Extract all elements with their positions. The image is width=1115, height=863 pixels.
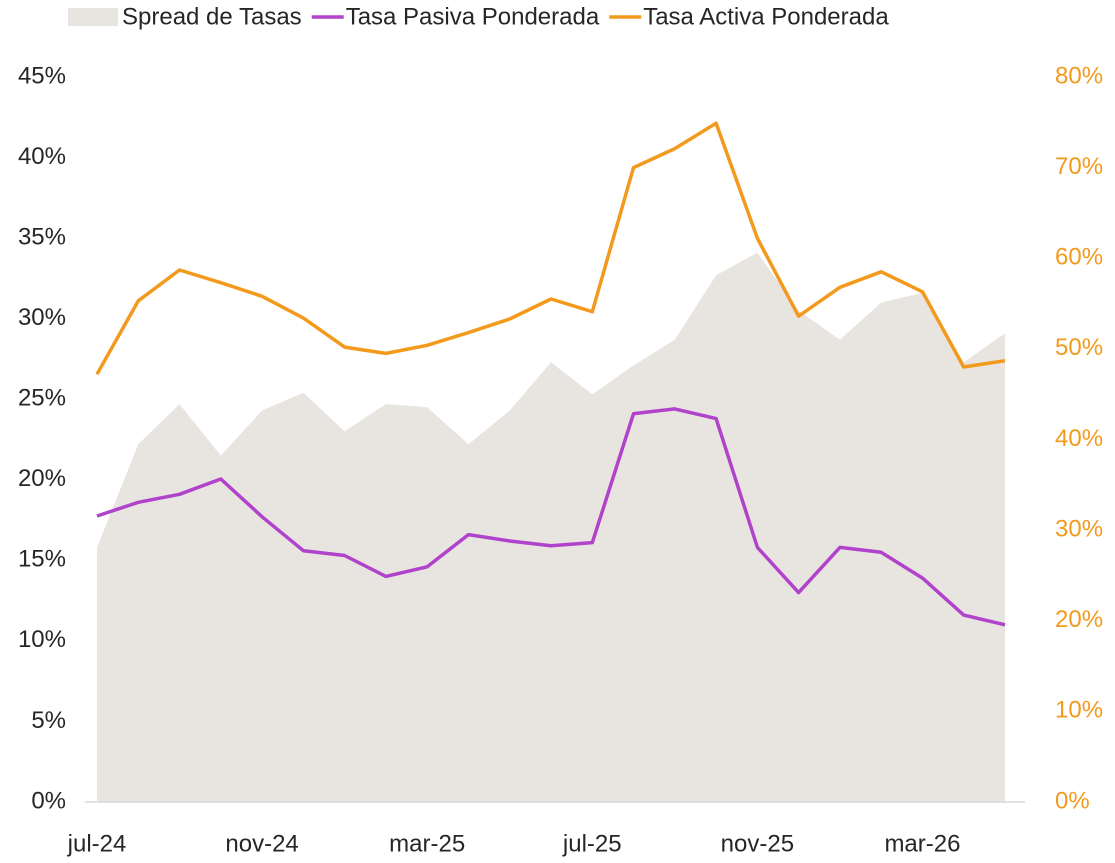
- y-tick-label: 35%: [18, 223, 66, 250]
- x-tick-label: nov-25: [721, 830, 794, 857]
- y2-tick-label: 30%: [1055, 515, 1103, 542]
- legend-swatch: [68, 8, 118, 26]
- y-tick-label: 20%: [18, 465, 66, 492]
- y2-tick-label: 20%: [1055, 606, 1103, 633]
- y2-tick-label: 70%: [1055, 153, 1103, 180]
- y2-tick-label: 0%: [1055, 787, 1090, 814]
- y-tick-label: 5%: [31, 707, 66, 734]
- legend-label: Spread de Tasas: [122, 3, 302, 30]
- y-tick-label: 25%: [18, 385, 66, 412]
- y2-tick-label: 50%: [1055, 334, 1103, 361]
- legend-label: Tasa Pasiva Ponderada: [346, 3, 600, 30]
- y-tick-label: 45%: [18, 62, 66, 89]
- area: [97, 252, 1005, 803]
- y-tick-label: 0%: [31, 787, 66, 814]
- y-tick-label: 15%: [18, 546, 66, 573]
- y2-tick-label: 60%: [1055, 244, 1103, 271]
- y2-tick-label: 80%: [1055, 62, 1103, 89]
- x-tick-label: mar-25: [389, 830, 465, 857]
- y2-tick-label: 10%: [1055, 697, 1103, 724]
- x-tick-label: nov-24: [225, 830, 298, 857]
- line: [95, 121, 1006, 376]
- y-tick-label: 30%: [18, 304, 66, 331]
- x-tick-label: jul-24: [67, 830, 127, 857]
- legend-label: Tasa Activa Ponderada: [643, 3, 889, 30]
- x-tick-label: mar-26: [884, 830, 960, 857]
- x-tick-label: jul-25: [562, 830, 622, 857]
- line: [96, 407, 1006, 627]
- y2-tick-label: 40%: [1055, 425, 1103, 452]
- y-tick-label: 10%: [18, 626, 66, 653]
- y-tick-label: 40%: [18, 143, 66, 170]
